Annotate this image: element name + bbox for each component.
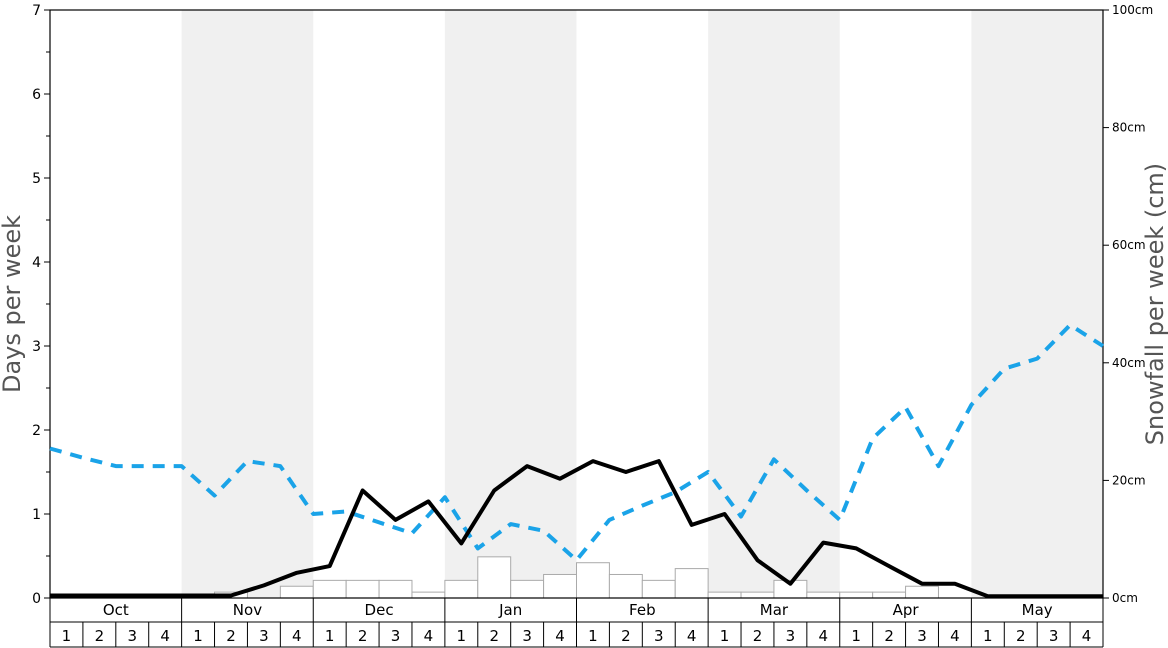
right-y-axis: 0cm 20cm 40cm 60cm 80cm 100cm xyxy=(1103,3,1153,605)
left-axis-title: Days per week xyxy=(0,215,26,393)
left-tick-label: 4 xyxy=(32,255,41,271)
left-tick-label: 7 xyxy=(32,3,41,19)
left-tick-label: 6 xyxy=(32,87,41,103)
week-label: 3 xyxy=(259,627,269,645)
month-label-mar: Mar xyxy=(760,601,789,619)
week-label: 3 xyxy=(917,627,927,645)
month-label-may: May xyxy=(1022,601,1053,619)
week-label: 4 xyxy=(424,627,434,645)
right-tick-label: 20cm xyxy=(1112,473,1146,487)
left-tick-label: 1 xyxy=(32,507,41,523)
week-label: 4 xyxy=(819,627,829,645)
week-label: 3 xyxy=(786,627,796,645)
week-label: 3 xyxy=(127,627,137,645)
month-shade-jan xyxy=(444,10,577,598)
snowfall-bar xyxy=(444,579,479,599)
snowfall-bar xyxy=(707,591,742,599)
left-tick-label: 0 xyxy=(32,591,41,607)
week-label: 3 xyxy=(391,627,401,645)
month-shade-nov xyxy=(181,10,314,598)
right-tick-label: 100cm xyxy=(1112,3,1153,17)
right-axis-title: Snowfall per week (cm) xyxy=(1141,163,1168,445)
week-label: 1 xyxy=(983,627,993,645)
week-label: 1 xyxy=(851,627,861,645)
dashed-line xyxy=(49,323,1105,563)
snowfall-bar xyxy=(543,573,577,599)
month-shade-mar xyxy=(708,10,840,598)
week-label: 1 xyxy=(720,627,730,645)
week-label: 4 xyxy=(1082,627,1092,645)
week-label: 1 xyxy=(588,627,598,645)
snowfall-bar xyxy=(674,568,709,599)
left-y-axis: 0 1 2 3 4 5 6 7 xyxy=(32,3,50,607)
week-label: 2 xyxy=(1016,627,1026,645)
week-label: 4 xyxy=(555,627,565,645)
week-label: 2 xyxy=(753,627,763,645)
snowfall-bar xyxy=(608,573,643,599)
snowfall-bar xyxy=(905,585,939,599)
snowfall-bar xyxy=(378,579,413,599)
snowfall-bars xyxy=(214,556,939,599)
week-label: 3 xyxy=(654,627,664,645)
left-tick-label: 3 xyxy=(32,339,41,355)
month-label-feb: Feb xyxy=(629,601,656,619)
right-tick-label: 0cm xyxy=(1112,591,1138,605)
week-label: 2 xyxy=(489,627,499,645)
right-tick-label: 60cm xyxy=(1112,238,1146,252)
snowfall-bar xyxy=(345,579,380,599)
month-label-jan: Jan xyxy=(498,601,522,619)
snowfall-bar xyxy=(740,591,775,599)
snowfall-bar xyxy=(312,579,347,599)
series-lines xyxy=(49,323,1105,599)
week-label: 1 xyxy=(193,627,203,645)
week-label: 2 xyxy=(884,627,894,645)
week-label: 2 xyxy=(226,627,236,645)
snowfall-bar xyxy=(576,562,610,599)
week-label: 4 xyxy=(160,627,170,645)
right-tick-label: 80cm xyxy=(1112,121,1146,135)
snowfall-bar xyxy=(510,579,545,599)
left-tick-label: 5 xyxy=(32,171,41,187)
month-label-nov: Nov xyxy=(233,601,262,619)
week-label: 4 xyxy=(687,627,697,645)
week-label: 1 xyxy=(457,627,467,645)
month-label-oct: Oct xyxy=(103,601,129,619)
snowfall-bar xyxy=(872,591,907,599)
week-label: 3 xyxy=(522,627,532,645)
snowfall-bar xyxy=(641,579,676,599)
x-axis-month-week-table: Oct Nov Dec Jan Feb Mar Apr May 1 2 3 4 1 2 3 4 1 2 3 4 1 2 3 4… xyxy=(49,598,1104,648)
month-shading xyxy=(181,10,1103,598)
week-label: 1 xyxy=(325,627,335,645)
snowfall-bar xyxy=(477,556,512,599)
week-label: 2 xyxy=(358,627,368,645)
week-label: 2 xyxy=(95,627,105,645)
month-label-apr: Apr xyxy=(893,601,920,619)
week-label: 1 xyxy=(62,627,72,645)
right-tick-label: 40cm xyxy=(1112,356,1146,370)
month-label-dec: Dec xyxy=(365,601,394,619)
days-per-week-line xyxy=(50,459,1103,599)
left-tick-label: 2 xyxy=(32,423,41,439)
snowfall-bar xyxy=(411,591,446,599)
month-shade-may xyxy=(971,10,1103,598)
week-label: 4 xyxy=(292,627,302,645)
snowfall-bar xyxy=(279,585,314,599)
snowfall-bar xyxy=(839,591,874,599)
week-label: 2 xyxy=(621,627,631,645)
week-label: 4 xyxy=(950,627,960,645)
week-label: 3 xyxy=(1049,627,1059,645)
snowfall-bar xyxy=(806,591,841,599)
